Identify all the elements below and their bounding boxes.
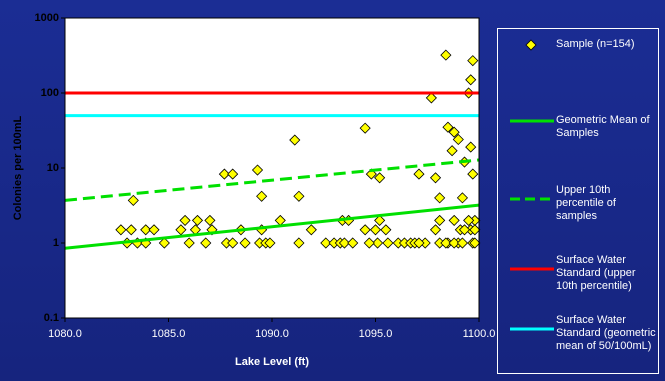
marker (183, 237, 195, 249)
x-tick-label: 1090.0 (255, 328, 289, 340)
legend-label: Surface Water Standard (upper 10th perce… (556, 254, 636, 292)
marker (382, 237, 394, 249)
marker (458, 224, 471, 236)
marker (467, 168, 479, 180)
marker (264, 237, 276, 249)
marker (158, 237, 170, 249)
marker (191, 214, 204, 226)
marker (446, 145, 458, 157)
legend-label: Geometric Mean of Samples (556, 114, 650, 139)
marker (440, 237, 452, 249)
series-line (64, 158, 480, 202)
y-tick-label: 0.1 (44, 312, 59, 324)
plot-area (65, 18, 479, 318)
marker (200, 237, 212, 249)
marker (140, 224, 152, 236)
legend-marker (525, 39, 537, 51)
marker (442, 121, 454, 133)
marker (456, 192, 469, 204)
marker (429, 172, 442, 184)
marker (218, 168, 230, 180)
marker (456, 237, 469, 249)
x-tick-label: 1080.0 (48, 328, 82, 340)
marker (365, 168, 377, 180)
marker (448, 214, 460, 226)
marker (413, 168, 425, 180)
marker (289, 134, 301, 146)
marker (374, 214, 386, 226)
marker (347, 237, 359, 249)
legend-label: Sample (n=154) (556, 38, 635, 50)
marker (256, 190, 268, 202)
marker (179, 214, 191, 226)
marker (448, 237, 460, 249)
marker (127, 194, 139, 206)
marker (239, 237, 251, 249)
legend: Sample (n=154) Geometric Mean of Samples U… (497, 28, 659, 374)
legend-label: Surface Water Standard (geometric mean o… (556, 314, 656, 352)
marker (369, 224, 382, 236)
y-tick-label: 1 (53, 237, 59, 249)
marker (148, 224, 160, 236)
marker (434, 192, 446, 204)
marker (359, 224, 371, 236)
marker (434, 214, 446, 226)
marker (374, 172, 386, 184)
y-axis-label: Colonies per 100mL (12, 115, 24, 220)
x-tick-label: 1095.0 (359, 328, 393, 340)
marker (115, 224, 127, 236)
x-tick-label: 1085.0 (152, 328, 186, 340)
marker (469, 224, 481, 236)
marker (465, 141, 477, 153)
marker (293, 190, 305, 202)
marker (227, 168, 239, 180)
marker (293, 237, 305, 249)
marker (463, 214, 475, 226)
marker (440, 49, 452, 61)
marker (372, 237, 384, 249)
marker (363, 237, 375, 249)
marker (338, 237, 351, 249)
legend-symbols (510, 39, 554, 331)
marker (125, 224, 137, 236)
marker (467, 55, 479, 67)
y-tick-label: 10 (47, 162, 59, 174)
marker (359, 122, 371, 134)
marker (380, 224, 392, 236)
x-tick-label: 1100.0 (463, 328, 496, 340)
marker (204, 214, 216, 226)
marker (305, 224, 317, 236)
marker (469, 237, 481, 249)
marker (452, 133, 464, 146)
x-axis-label: Lake Level (ft) (235, 356, 309, 368)
y-tick-label: 100 (41, 87, 59, 99)
marker (227, 237, 239, 249)
marker (448, 126, 460, 138)
marker (320, 237, 332, 249)
plot-border (64, 17, 480, 319)
marker (413, 237, 425, 249)
legend-label: Upper 10th percentile of samples (556, 184, 616, 222)
marker (251, 164, 264, 176)
marker (425, 92, 437, 104)
marker (429, 224, 442, 236)
series-line (64, 203, 480, 250)
y-tick-label: 1000 (35, 12, 59, 24)
marker (465, 74, 477, 86)
